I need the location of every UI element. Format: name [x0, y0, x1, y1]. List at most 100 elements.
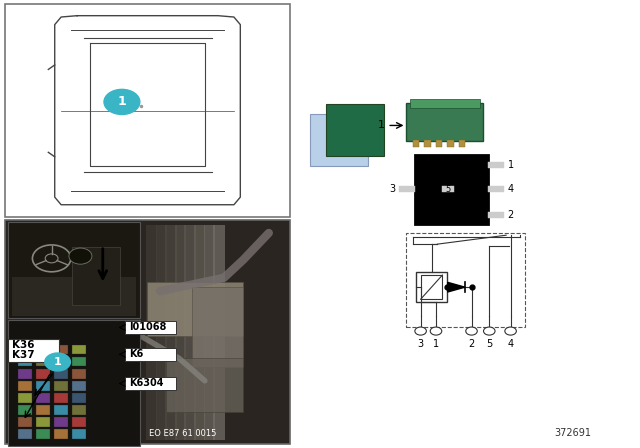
Bar — [18, 393, 32, 403]
Bar — [125, 348, 176, 361]
Bar — [165, 225, 177, 440]
Bar — [18, 357, 32, 366]
Bar — [54, 357, 68, 366]
Bar — [488, 212, 504, 218]
Bar — [36, 417, 50, 427]
Bar — [166, 358, 243, 412]
Bar — [459, 140, 465, 147]
Circle shape — [104, 90, 140, 114]
Bar — [18, 345, 32, 354]
Bar — [125, 377, 176, 390]
Bar — [204, 225, 215, 440]
Bar — [156, 225, 167, 440]
Bar — [36, 393, 50, 403]
Bar — [406, 103, 483, 141]
Bar — [424, 140, 431, 147]
Text: K37: K37 — [12, 350, 34, 361]
Text: 5: 5 — [445, 185, 451, 194]
Text: K6304: K6304 — [129, 379, 163, 388]
Text: 1: 1 — [54, 357, 61, 367]
Text: 1: 1 — [378, 121, 385, 130]
Bar — [488, 186, 504, 192]
Circle shape — [430, 327, 442, 335]
Bar — [36, 369, 50, 379]
Bar — [194, 225, 205, 440]
Bar — [416, 272, 447, 302]
Bar — [54, 417, 68, 427]
Bar — [420, 275, 442, 299]
Bar — [12, 277, 136, 316]
Bar — [54, 405, 68, 415]
Bar — [72, 393, 86, 403]
Text: 2: 2 — [468, 339, 475, 349]
Bar — [8, 222, 140, 318]
Bar — [5, 4, 290, 217]
Bar — [175, 225, 186, 440]
Bar — [72, 345, 86, 354]
Bar — [72, 357, 86, 366]
Bar — [413, 140, 419, 147]
Bar — [36, 345, 50, 354]
Circle shape — [466, 327, 477, 335]
Text: I01068: I01068 — [129, 323, 166, 332]
Bar — [147, 282, 243, 336]
Text: 1: 1 — [118, 95, 126, 108]
Circle shape — [69, 248, 92, 264]
Bar — [125, 321, 176, 334]
Text: K36: K36 — [12, 340, 34, 350]
Bar — [72, 381, 86, 391]
Bar — [72, 429, 86, 439]
Text: K6: K6 — [129, 349, 143, 359]
Bar — [54, 381, 68, 391]
Bar — [72, 417, 86, 427]
Bar — [436, 140, 442, 147]
Bar — [54, 369, 68, 379]
Bar — [8, 339, 59, 362]
Text: 1: 1 — [508, 160, 514, 170]
Circle shape — [505, 327, 516, 335]
Text: 4: 4 — [508, 339, 514, 349]
Polygon shape — [447, 282, 465, 292]
Bar — [36, 357, 50, 366]
Bar — [488, 162, 504, 168]
Bar — [399, 186, 415, 192]
Bar — [410, 99, 480, 108]
Bar — [447, 140, 454, 147]
Bar — [406, 233, 525, 327]
Bar — [72, 369, 86, 379]
Bar — [18, 417, 32, 427]
Bar — [36, 405, 50, 415]
Bar — [184, 225, 196, 440]
Bar — [192, 287, 243, 367]
Text: 372691: 372691 — [554, 428, 591, 438]
Text: 5: 5 — [486, 339, 492, 349]
Circle shape — [415, 327, 426, 335]
Bar — [36, 381, 50, 391]
Text: 2: 2 — [508, 210, 514, 220]
Text: 1: 1 — [433, 339, 439, 349]
Text: EO E87 61 0015: EO E87 61 0015 — [148, 429, 216, 438]
Bar — [54, 345, 68, 354]
Bar — [415, 155, 488, 224]
Text: 4: 4 — [508, 184, 514, 194]
Bar — [18, 429, 32, 439]
Bar — [18, 369, 32, 379]
Bar — [310, 114, 368, 166]
Bar — [8, 320, 140, 446]
Text: 3: 3 — [417, 339, 424, 349]
Text: 3: 3 — [389, 184, 396, 194]
Bar — [326, 104, 384, 156]
Bar — [54, 393, 68, 403]
Bar — [54, 429, 68, 439]
Bar — [72, 247, 120, 305]
Bar — [146, 225, 157, 440]
Circle shape — [45, 353, 70, 371]
Circle shape — [484, 327, 495, 335]
Bar — [36, 429, 50, 439]
Bar — [213, 225, 225, 440]
Bar — [5, 220, 290, 444]
Bar — [18, 405, 32, 415]
Bar — [72, 405, 86, 415]
Bar — [442, 186, 454, 192]
Bar — [18, 381, 32, 391]
